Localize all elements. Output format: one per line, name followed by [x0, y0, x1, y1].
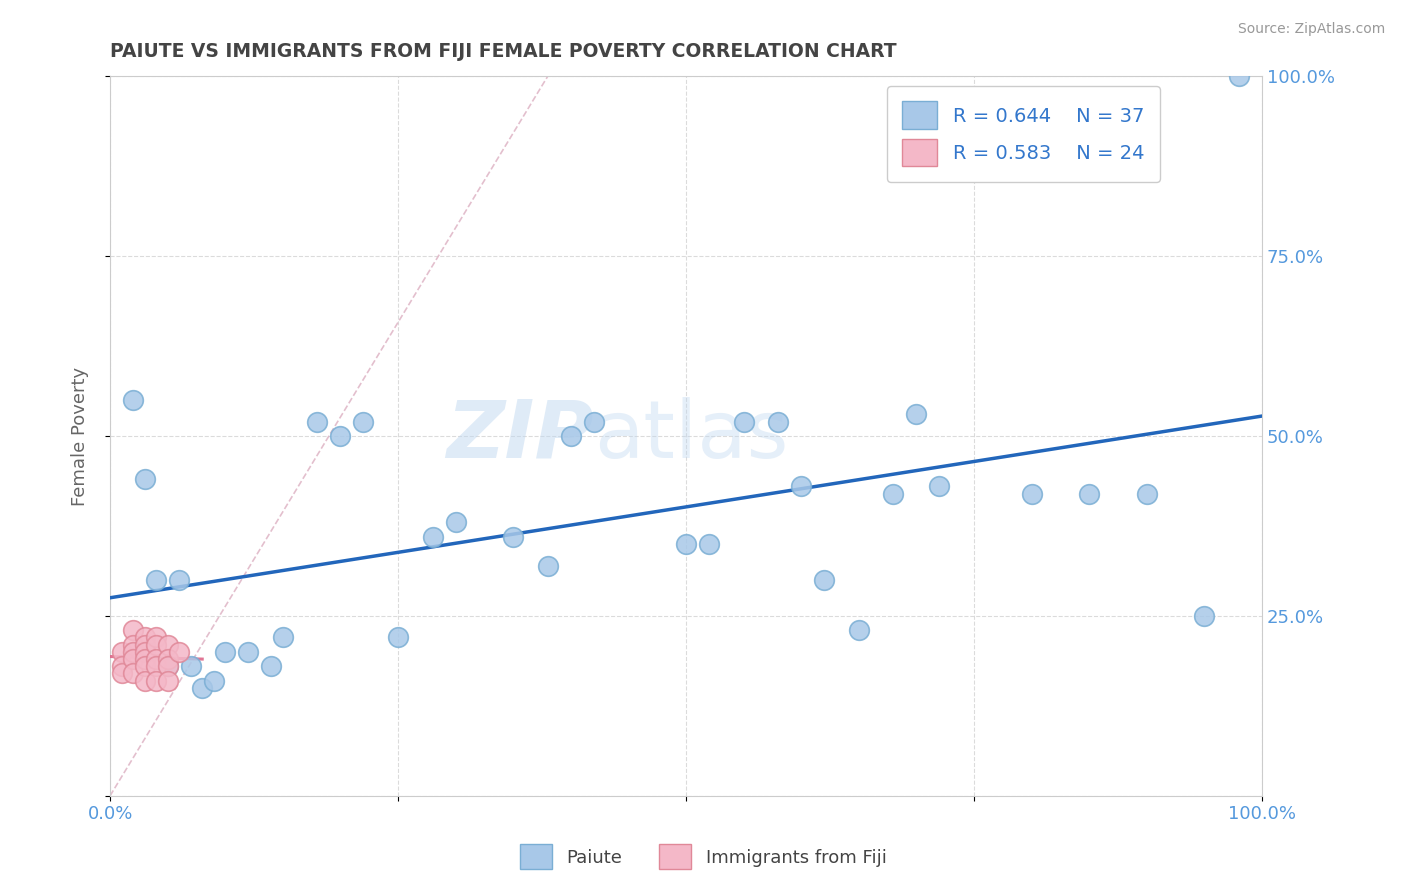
Point: [1227, 69, 1250, 83]
Point: [134, 673, 156, 688]
Point: [353, 415, 375, 429]
Point: [271, 631, 294, 645]
Point: [110, 645, 132, 659]
Point: [387, 631, 409, 645]
Point: [537, 558, 560, 573]
Point: [191, 681, 214, 695]
Point: [1136, 486, 1159, 500]
Point: [134, 659, 156, 673]
Point: [1021, 486, 1043, 500]
Point: [905, 408, 928, 422]
Point: [156, 659, 179, 673]
Point: [848, 624, 870, 638]
Point: [156, 659, 179, 673]
Point: [134, 638, 156, 652]
Point: [122, 624, 145, 638]
Point: [156, 673, 179, 688]
Point: [145, 673, 167, 688]
Point: [307, 415, 329, 429]
Point: [214, 645, 236, 659]
Point: [444, 516, 467, 530]
Legend: Paiute, Immigrants from Fiji: Paiute, Immigrants from Fiji: [510, 835, 896, 879]
Point: [156, 638, 179, 652]
Point: [582, 415, 605, 429]
Point: [145, 652, 167, 666]
Point: [145, 638, 167, 652]
Point: [422, 530, 444, 544]
Point: [134, 472, 156, 486]
Point: [134, 645, 156, 659]
Text: atlas: atlas: [593, 397, 789, 475]
Legend: R = 0.644    N = 37, R = 0.583    N = 24: R = 0.644 N = 37, R = 0.583 N = 24: [887, 86, 1160, 182]
Point: [260, 659, 283, 673]
Point: [790, 479, 813, 493]
Point: [180, 659, 202, 673]
Point: [110, 666, 132, 681]
Y-axis label: Female Poverty: Female Poverty: [72, 367, 89, 506]
Point: [145, 573, 167, 587]
Point: [122, 652, 145, 666]
Point: [134, 631, 156, 645]
Text: PAIUTE VS IMMIGRANTS FROM FIJI FEMALE POVERTY CORRELATION CHART: PAIUTE VS IMMIGRANTS FROM FIJI FEMALE PO…: [110, 42, 897, 61]
Point: [675, 537, 697, 551]
Point: [145, 631, 167, 645]
Point: [167, 573, 190, 587]
Point: [122, 666, 145, 681]
Point: [202, 673, 225, 688]
Point: [238, 645, 260, 659]
Point: [134, 652, 156, 666]
Point: [122, 638, 145, 652]
Point: [502, 530, 524, 544]
Point: [156, 652, 179, 666]
Point: [882, 486, 904, 500]
Point: [122, 392, 145, 407]
Point: [110, 659, 132, 673]
Point: [560, 429, 582, 443]
Point: [697, 537, 720, 551]
Text: Source: ZipAtlas.com: Source: ZipAtlas.com: [1237, 22, 1385, 37]
Point: [1194, 608, 1216, 623]
Point: [813, 573, 835, 587]
Point: [122, 645, 145, 659]
Point: [329, 429, 352, 443]
Point: [167, 645, 190, 659]
Point: [733, 415, 755, 429]
Point: [928, 479, 950, 493]
Point: [766, 415, 789, 429]
Text: ZIP: ZIP: [447, 397, 593, 475]
Point: [145, 659, 167, 673]
Point: [1078, 486, 1101, 500]
